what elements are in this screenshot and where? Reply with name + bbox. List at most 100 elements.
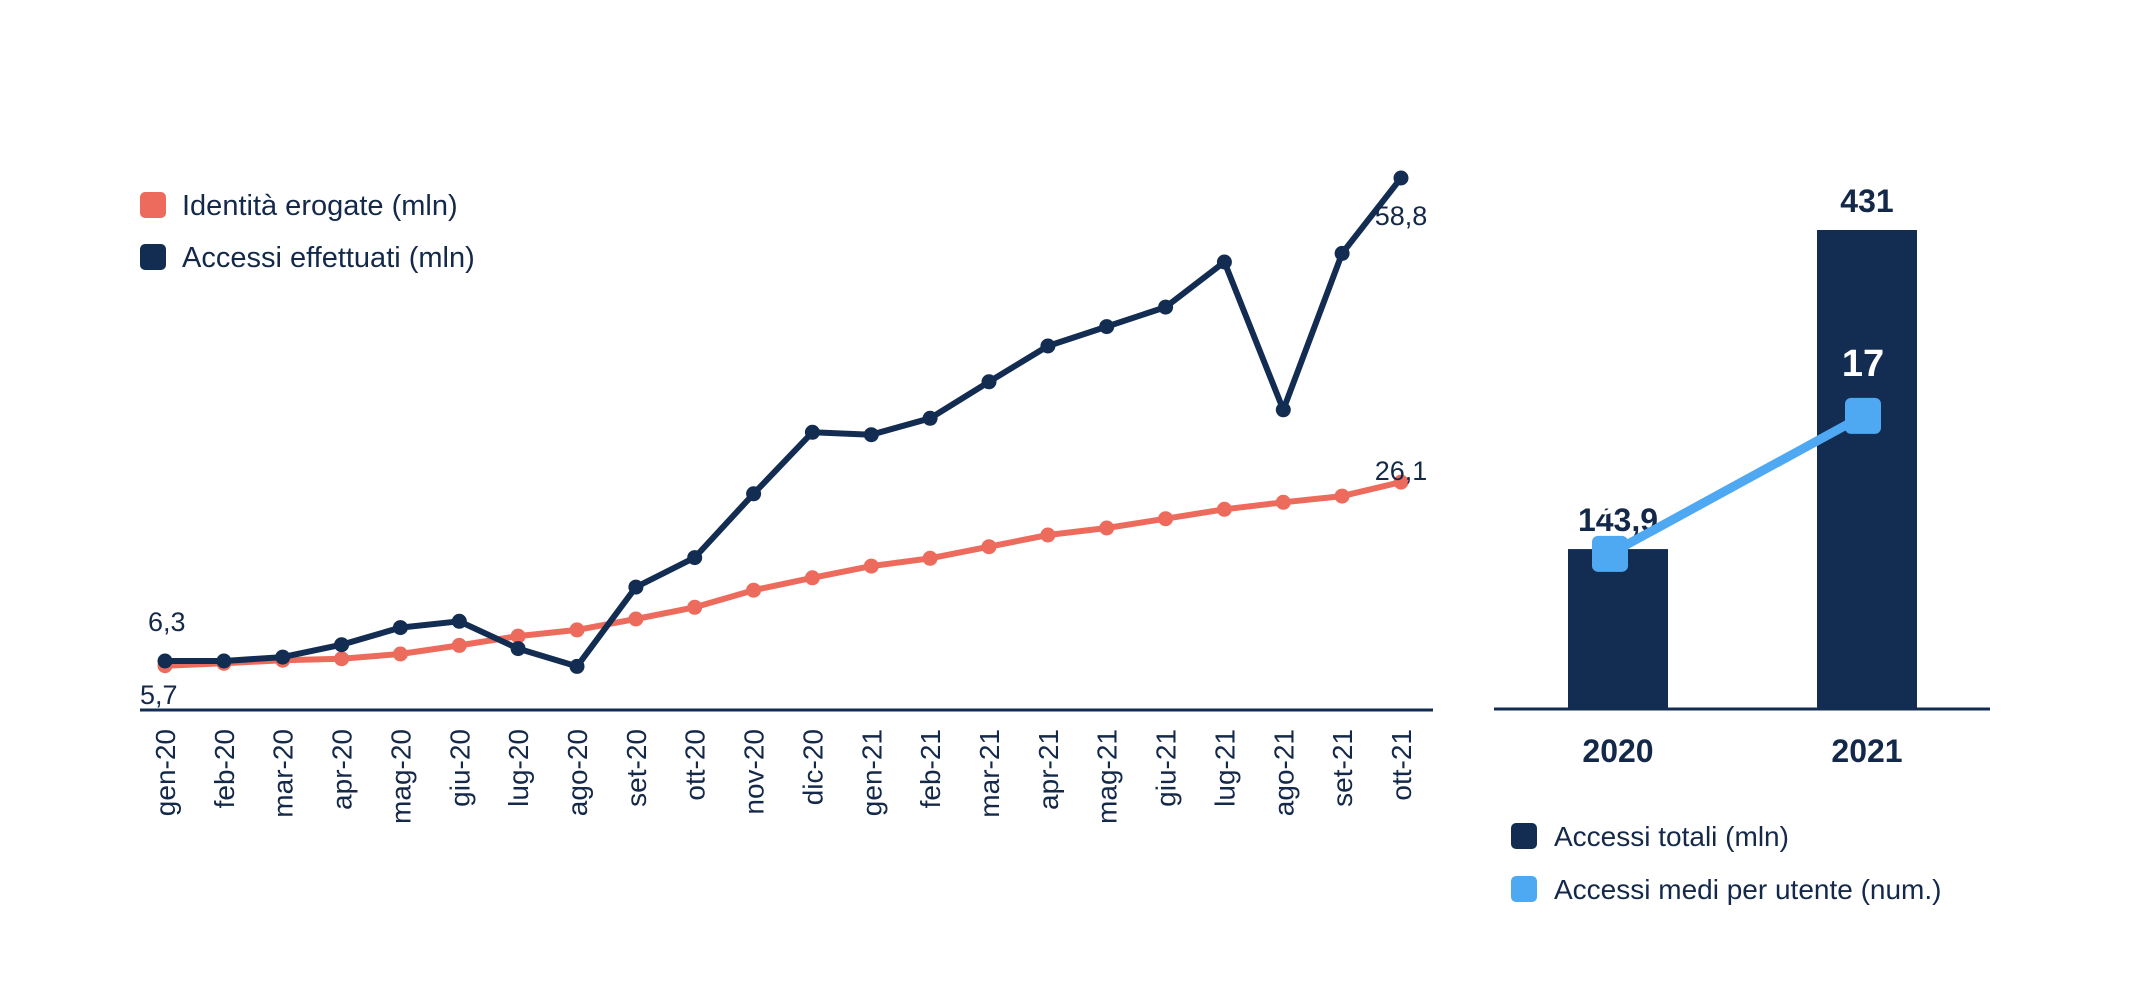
x-tick-ott-20: ott-20: [680, 729, 711, 801]
point-accessi-feb-20: [216, 653, 232, 669]
point-identita-apr-21: [1040, 527, 1056, 543]
point-identita-lug-21: [1216, 501, 1232, 517]
bar-value-label-2021: 431: [1840, 183, 1893, 219]
series-line-accessi: [162, 175, 1404, 670]
x-tick-giu-20: giu-20: [444, 729, 475, 807]
point-identita-ott-20: [687, 599, 703, 615]
point-identita-nov-20: [746, 582, 762, 598]
point-accessi-mag-20: [392, 620, 408, 636]
point-identita-ago-20: [569, 622, 585, 638]
legend-item-identita: Identità erogate (mln): [140, 190, 458, 222]
point-accessi-feb-21: [922, 410, 938, 426]
line-chart: Identità erogate (mln) Accessi effettuat…: [140, 170, 1433, 824]
x-tick-mag-21: mag-21: [1092, 729, 1123, 824]
bar-chart-legend: Accessi totali (mln) Accessi medi per ut…: [1511, 821, 1942, 905]
x-tick-apr-20: apr-20: [327, 729, 358, 810]
avg-line-layer: 9 17: [1592, 343, 1884, 572]
legend-swatch-accessi: [140, 244, 166, 270]
point-accessi-gen-21: [863, 427, 879, 443]
legend-label-accessi-totali: Accessi totali (mln): [1554, 821, 1789, 852]
point-accessi-giu-20: [451, 613, 467, 629]
point-identita-ott-21: [1393, 474, 1409, 490]
avg-value-label-2020: 9: [1595, 481, 1616, 523]
point-accessi-ott-20: [687, 550, 703, 566]
avg-line: [1605, 411, 1868, 559]
legend-label-accessi: Accessi effettuati (mln): [182, 242, 475, 274]
x-tick-mar-21: mar-21: [974, 729, 1005, 818]
point-identita-lug-20: [510, 628, 526, 644]
data-label-accessi-last: 58,8: [1375, 201, 1428, 231]
x-tick-labels: gen-20 feb-20 mar-20 apr-20 mag-20 giu-20 lug-…: [150, 729, 1417, 824]
data-label-identita-first: 5,7: [140, 680, 178, 710]
x-tick-ago-21: ago-21: [1268, 729, 1299, 816]
point-accessi-mag-21: [1099, 319, 1115, 335]
x-tick-set-20: set-20: [621, 729, 652, 807]
legend-swatch-accessi-medi: [1511, 876, 1537, 902]
x-tick-set-21: set-21: [1327, 729, 1358, 807]
avg-marker-2020: [1592, 535, 1628, 572]
point-accessi-set-21: [1334, 245, 1350, 261]
point-identita-ago-21: [1275, 494, 1291, 510]
point-accessi-apr-21: [1040, 338, 1056, 354]
point-accessi-set-20: [628, 579, 644, 595]
x-tick-ott-21: ott-21: [1386, 729, 1417, 801]
point-identita-mag-21: [1099, 520, 1115, 536]
data-label-identita-last: 26,1: [1375, 456, 1428, 486]
point-accessi-mar-20: [275, 649, 291, 665]
x-tick-giu-21: giu-21: [1151, 729, 1182, 807]
point-identita-set-21: [1334, 488, 1350, 504]
point-identita-gen-21: [863, 558, 879, 574]
legend-item-accessi-medi: Accessi medi per utente (num.): [1511, 874, 1942, 905]
x-tick-dic-20: dic-20: [797, 729, 828, 805]
avg-marker-2021: [1845, 397, 1881, 434]
x-tick-gen-21: gen-21: [856, 729, 887, 816]
point-identita-apr-20: [334, 651, 350, 667]
x-tick-nov-20: nov-20: [739, 729, 770, 815]
legend-label-accessi-medi: Accessi medi per utente (num.): [1554, 874, 1942, 905]
point-identita-feb-21: [922, 550, 938, 566]
legend-item-accessi: Accessi effettuati (mln): [140, 242, 475, 274]
legend-label-identita: Identità erogate (mln): [182, 190, 458, 222]
line-series-layer: [157, 170, 1409, 674]
point-accessi-nov-20: [746, 486, 762, 502]
point-accessi-ago-21: [1275, 402, 1291, 418]
x-tick-feb-20: feb-20: [209, 729, 240, 808]
line-chart-legend: Identità erogate (mln) Accessi effettuat…: [140, 190, 475, 274]
x-tick-lug-21: lug-21: [1209, 729, 1240, 807]
point-accessi-apr-20: [334, 637, 350, 653]
point-accessi-ago-20: [569, 658, 585, 674]
point-identita-set-20: [628, 611, 644, 627]
point-identita-giu-20: [451, 637, 467, 653]
point-identita-giu-21: [1158, 511, 1174, 527]
x-tick-apr-21: apr-21: [1033, 729, 1064, 810]
x-tick-mag-20: mag-20: [385, 729, 416, 824]
point-accessi-giu-21: [1158, 299, 1174, 315]
bar-2021: [1817, 230, 1917, 710]
point-accessi-mar-21: [981, 374, 997, 390]
x-tick-gen-20: gen-20: [150, 729, 181, 816]
series-line-identita: [162, 479, 1404, 669]
point-identita-dic-20: [804, 570, 820, 586]
x-tick-mar-20: mar-20: [268, 729, 299, 818]
bar-2020: [1568, 549, 1668, 709]
point-accessi-dic-20: [804, 424, 820, 440]
point-identita-mag-20: [392, 646, 408, 662]
data-label-accessi-first: 6,3: [148, 607, 186, 637]
x-tick-feb-21: feb-21: [915, 729, 946, 808]
legend-swatch-identita: [140, 192, 166, 218]
point-identita-mar-21: [981, 539, 997, 555]
x-tick-2021: 2021: [1831, 733, 1902, 769]
x-tick-2020: 2020: [1582, 733, 1653, 769]
legend-item-accessi-totali: Accessi totali (mln): [1511, 821, 1789, 852]
x-tick-ago-20: ago-20: [562, 729, 593, 816]
legend-swatch-accessi-totali: [1511, 823, 1537, 849]
x-tick-lug-20: lug-20: [503, 729, 534, 807]
point-accessi-lug-21: [1216, 254, 1232, 270]
point-accessi-gen-20: [157, 653, 173, 669]
point-accessi-lug-20: [510, 641, 526, 657]
avg-value-label-2021: 17: [1842, 343, 1884, 385]
point-accessi-ott-21: [1393, 170, 1409, 186]
